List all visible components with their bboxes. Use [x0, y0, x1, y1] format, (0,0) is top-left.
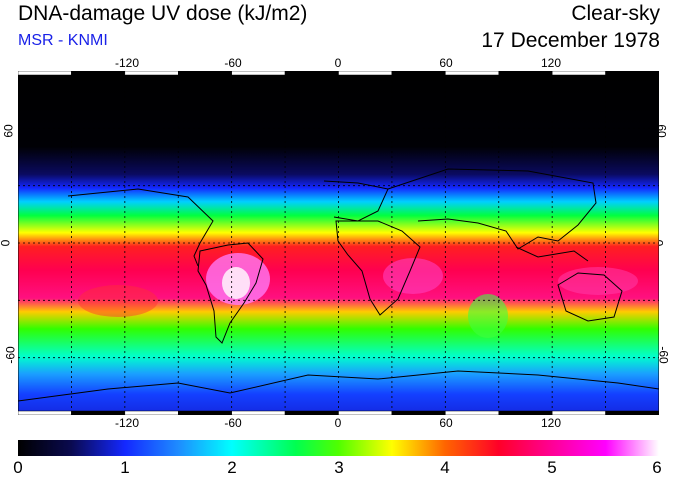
frame-tick-bar — [605, 410, 659, 415]
colorbar-label: 5 — [547, 458, 557, 477]
sky-condition-label: Clear-sky — [571, 2, 660, 25]
frame-tick-bar — [498, 410, 553, 415]
colorbar-label: 0 — [13, 458, 23, 477]
uv-dose-map — [18, 71, 659, 415]
dose-peak-south-america — [222, 267, 250, 299]
source-label: MSR - KNMI — [18, 32, 108, 49]
colorbar-label: 6 — [652, 458, 662, 477]
frame-tick-bar — [445, 71, 500, 76]
dose-hotspot-australia — [558, 267, 638, 295]
coastline-australia — [557, 272, 623, 322]
dose-lowspot-indian-ocean — [468, 294, 508, 338]
frame-tick-bar — [605, 71, 659, 76]
frame-tick-bar — [18, 71, 72, 76]
frame-tick-bar — [551, 410, 606, 415]
lon-tick-top: 0 — [334, 56, 342, 70]
colorbar-label: 4 — [440, 458, 450, 477]
frame-tick-bar — [231, 71, 286, 76]
frame-tick-bar — [498, 71, 553, 76]
lon-tick-bottom: 0 — [334, 416, 342, 430]
colorbar-label: 2 — [227, 458, 237, 477]
coastline-africa — [335, 220, 421, 316]
coastlines — [18, 168, 659, 402]
lon-tick-bottom: -60 — [224, 416, 242, 430]
frame-tick-bar — [338, 71, 393, 76]
frame-tick-bar — [178, 71, 232, 76]
frame-tick-bar — [284, 71, 339, 76]
lon-tick-top: 60 — [439, 56, 453, 70]
lon-tick-bottom: 120 — [540, 416, 562, 430]
frame-tick-bar — [71, 71, 126, 76]
frame-tick-bar — [551, 71, 606, 76]
color-scale-gradient — [18, 440, 659, 456]
dose-hotspot-africa — [383, 258, 443, 294]
graticule — [18, 71, 659, 415]
map-frame — [18, 71, 659, 415]
lon-tick-top: -120 — [114, 56, 140, 70]
lat-tick-left: -60 — [3, 346, 18, 364]
lon-tick-top: 120 — [540, 56, 562, 70]
lat-tick-left: 0 — [0, 240, 12, 247]
frame-tick-bar — [124, 410, 179, 415]
frame-tick-bar — [178, 410, 232, 415]
colorbar-label: 1 — [120, 458, 130, 477]
lat-tick-left: 60 — [1, 124, 16, 138]
coastline-antarctica — [18, 370, 659, 402]
frame-tick-bar — [18, 410, 72, 415]
map-title: DNA-damage UV dose (kJ/m2) — [18, 2, 308, 25]
frame-tick-bar — [445, 410, 500, 415]
coastline-north-america — [67, 188, 214, 267]
dose-band-pacific — [78, 285, 158, 317]
frame-tick-bar — [71, 410, 126, 415]
frame-tick-bar — [124, 71, 179, 76]
frame-tick-bar — [391, 71, 446, 76]
coastline-asia — [387, 168, 597, 250]
frame-tick-bar — [231, 410, 286, 415]
lon-tick-bottom: -120 — [114, 416, 140, 430]
frame-tick-bar — [338, 410, 393, 415]
coastline-indonesia — [515, 246, 589, 262]
frame-tick-bar — [391, 410, 446, 415]
lon-tick-top: -60 — [224, 56, 242, 70]
lon-tick-bottom: 60 — [439, 416, 453, 430]
coastline-europe — [323, 180, 389, 222]
color-scale-bar — [18, 440, 659, 456]
colorbar-label: 3 — [334, 458, 344, 477]
date-label: 17 December 1978 — [481, 29, 660, 52]
frame-tick-bar — [284, 410, 339, 415]
